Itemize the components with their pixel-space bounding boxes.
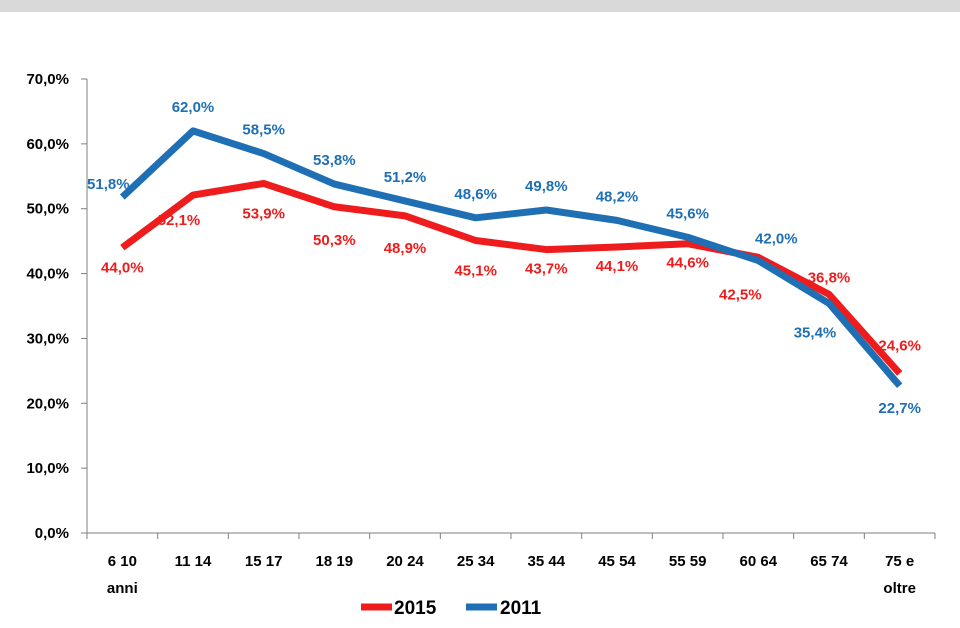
- data-label-2015: 44,0%: [101, 260, 144, 277]
- y-tick-label: 40,0%: [26, 266, 69, 283]
- series-line-2015: [120, 179, 903, 376]
- x-tick-label: anni: [107, 580, 138, 597]
- y-tick-label: 50,0%: [26, 201, 69, 218]
- y-tick-label: 60,0%: [26, 136, 69, 153]
- data-label-2015: 42,5%: [719, 286, 762, 303]
- data-label-2011: 49,8%: [525, 178, 568, 195]
- data-label-2011: 58,5%: [242, 122, 285, 139]
- data-label-2011: 51,2%: [384, 169, 427, 186]
- data-label-2011: 48,2%: [596, 188, 639, 205]
- x-tick-label: 18 19: [316, 553, 354, 570]
- data-label-2015: 44,1%: [596, 258, 639, 275]
- data-label-2011: 53,8%: [313, 152, 356, 169]
- data-label-2011: 51,8%: [87, 176, 130, 193]
- data-label-2011: 22,7%: [878, 400, 921, 417]
- y-tick-label: 30,0%: [26, 330, 69, 347]
- series-line-2011: [119, 127, 903, 389]
- x-tick-label: 20 24: [386, 553, 424, 570]
- x-tick-label: 6 10: [108, 553, 137, 570]
- data-label-2015: 45,1%: [454, 262, 497, 279]
- top-band: [0, 0, 960, 12]
- legend-label-2011: 2011: [500, 598, 542, 619]
- y-tick-label: 70,0%: [26, 71, 69, 88]
- x-tick-label: 11 14: [175, 553, 212, 570]
- x-tick-label: oltre: [883, 580, 916, 597]
- y-tick-label: 0,0%: [35, 525, 69, 542]
- data-label-2015: 43,7%: [525, 261, 568, 278]
- data-label-2011: 35,4%: [794, 324, 837, 341]
- x-tick-label: 45 54: [598, 553, 636, 570]
- y-tick-label: 10,0%: [26, 460, 69, 477]
- x-tick-label: 35 44: [528, 553, 566, 570]
- data-label-2015: 52,1%: [158, 212, 201, 229]
- data-label-2011: 42,0%: [755, 231, 798, 248]
- data-label-2011: 62,0%: [172, 99, 215, 116]
- x-tick-label: 55 59: [669, 553, 707, 570]
- data-label-2015: 44,6%: [666, 255, 709, 272]
- y-tick-label: 20,0%: [26, 395, 69, 412]
- data-label-2015: 50,3%: [313, 232, 356, 249]
- data-label-2015: 36,8%: [808, 269, 851, 286]
- x-tick-label: 15 17: [245, 553, 283, 570]
- x-tick-label: 25 34: [457, 553, 495, 570]
- x-tick-label: 75 e: [885, 553, 914, 570]
- x-tick-label: 65 74: [810, 553, 848, 570]
- data-label-2015: 53,9%: [242, 205, 285, 222]
- data-label-2011: 48,6%: [454, 186, 497, 203]
- data-label-2015: 24,6%: [878, 337, 921, 354]
- data-label-2011: 45,6%: [666, 205, 709, 222]
- x-tick-label: 60 64: [740, 553, 778, 570]
- legend-label-2015: 2015: [394, 598, 437, 619]
- data-label-2015: 48,9%: [384, 240, 427, 257]
